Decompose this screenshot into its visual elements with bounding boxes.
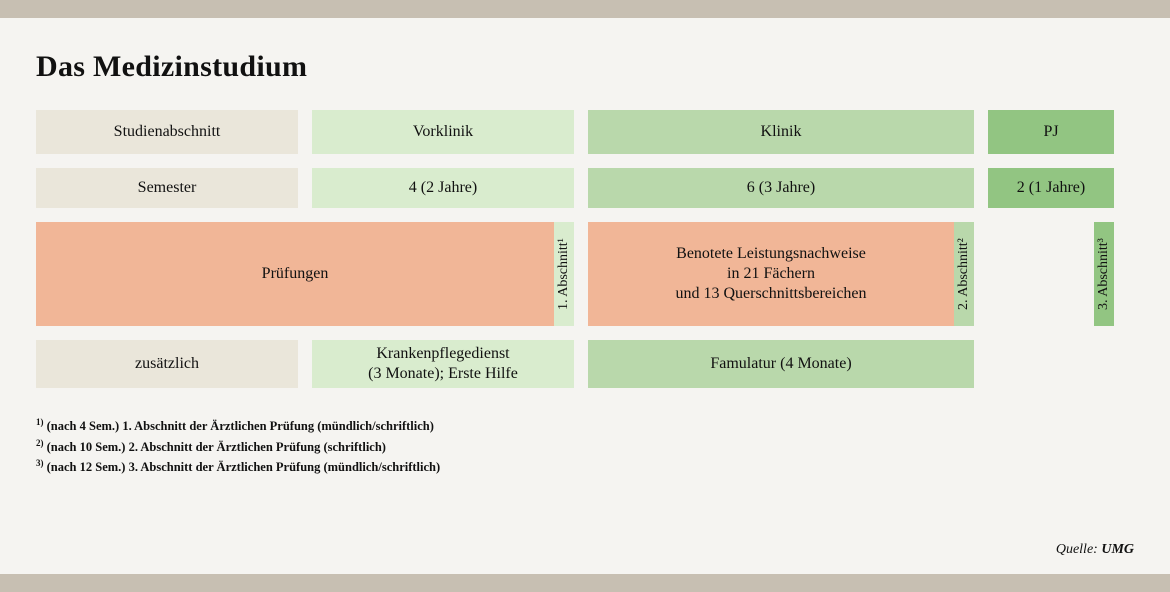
cell-zusaetzlich: zusätzlich — [36, 340, 298, 388]
vlabel-abschnitt-3: 3. Abschnitt³ — [1094, 222, 1114, 326]
cell-leistungsnachweise: Benotete Leistungsnachweisein 21 Fächern… — [588, 222, 954, 326]
cell-head-vorklinik: Vorklinik — [312, 110, 574, 154]
cell-sem-vorklinik: 4 (2 Jahre) — [312, 168, 574, 208]
footnote-2: 2) (nach 10 Sem.) 2. Abschnitt der Ärztl… — [36, 437, 440, 458]
page-title: Das Medizinstudium — [36, 50, 1134, 84]
cell-sem-pj: 2 (1 Jahre) — [988, 168, 1114, 208]
vlabel-abschnitt-2: 2. Abschnitt² — [954, 222, 974, 326]
source-value: UMG — [1101, 542, 1134, 557]
footnote-3: 3) (nach 12 Sem.) 3. Abschnitt der Ärztl… — [36, 457, 440, 478]
cell-krankenpflegedienst: Krankenpflegedienst(3 Monate); Erste Hil… — [312, 340, 574, 388]
content-area: Das Medizinstudium Studienabschnitt Vorkl… — [36, 50, 1134, 552]
decor-bar-top — [0, 0, 1170, 18]
study-chart: Studienabschnitt Vorklinik Klinik PJ Semeste… — [36, 110, 1134, 388]
footnotes: 1) (nach 4 Sem.) 1. Abschnitt der Ärztli… — [36, 416, 440, 478]
cell-head-studienabschnitt: Studienabschnitt — [36, 110, 298, 154]
cell-sem-klinik: 6 (3 Jahre) — [588, 168, 974, 208]
cell-head-klinik: Klinik — [588, 110, 974, 154]
footnote-1: 1) (nach 4 Sem.) 1. Abschnitt der Ärztli… — [36, 416, 440, 437]
source-label: Quelle: — [1056, 542, 1101, 557]
decor-bar-bottom — [0, 574, 1170, 592]
cell-sem-label: Semester — [36, 168, 298, 208]
vlabel-abschnitt-1: 1. Abschnitt¹ — [554, 222, 574, 326]
cell-famulatur: Famulatur (4 Monate) — [588, 340, 974, 388]
cell-pruefungen: Prüfungen — [36, 222, 554, 326]
cell-head-pj: PJ — [988, 110, 1114, 154]
source-line: Quelle: UMG — [1056, 542, 1134, 558]
